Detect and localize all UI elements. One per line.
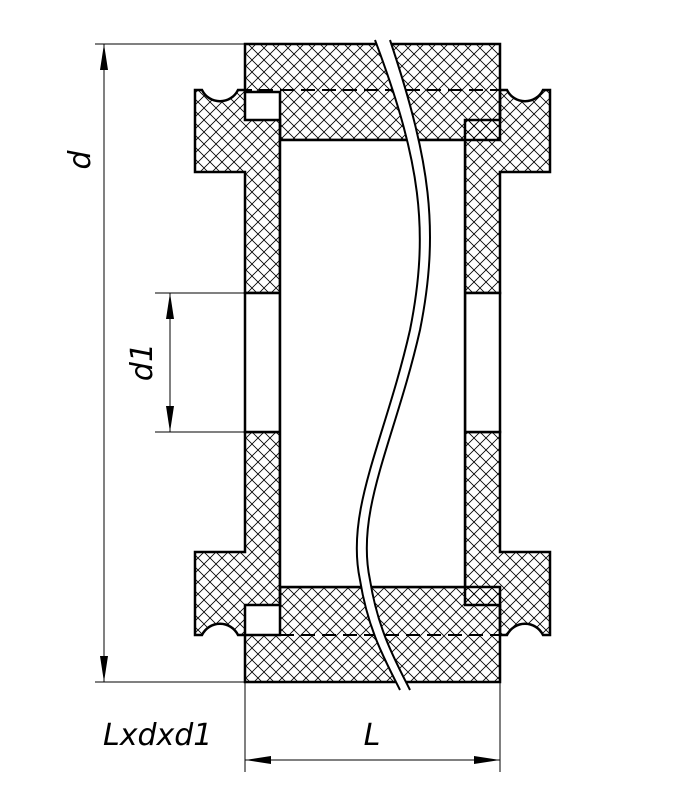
- arrow-d-top: [100, 44, 108, 70]
- dimension-L: L: [244, 682, 501, 772]
- label-d: d: [63, 150, 98, 170]
- break-line-right: [365, 39, 431, 691]
- right-flange-upper: [463, 88, 552, 295]
- arrow-d1-top: [166, 293, 174, 319]
- label-d1: d1: [125, 343, 160, 381]
- right-flange-lower: [463, 430, 552, 637]
- top-cap-section: [243, 42, 502, 142]
- size-designation: Lxdxd1: [103, 718, 212, 753]
- inner-cavity: [278, 138, 467, 589]
- arrow-d1-bottom: [166, 406, 174, 432]
- label-L: L: [364, 718, 381, 753]
- arrow-d-bottom: [100, 656, 108, 682]
- right-bore-opening: [463, 291, 502, 434]
- arrow-L-left: [245, 756, 271, 764]
- break-gap: [355, 39, 431, 691]
- left-bore-opening: [243, 291, 282, 434]
- break-line-left: [355, 39, 421, 691]
- arrow-L-right: [474, 756, 500, 764]
- dimension-d: d: [63, 43, 245, 683]
- part-section: [193, 42, 552, 684]
- dimension-d1: d1: [125, 292, 245, 433]
- left-flange-lower: [193, 430, 282, 637]
- left-flange-upper: [193, 88, 282, 295]
